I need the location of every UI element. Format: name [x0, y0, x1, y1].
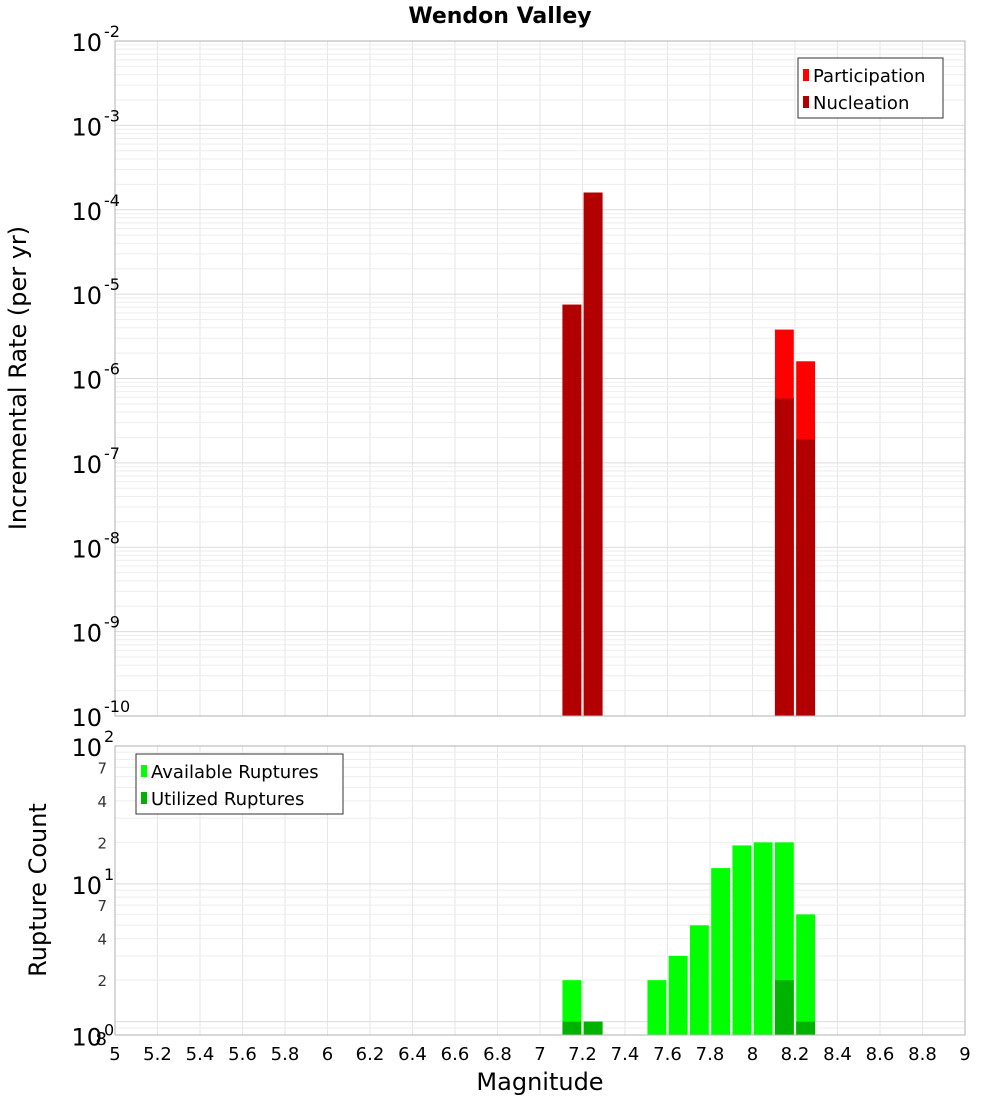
- x-tick-label: 6.4: [398, 1044, 427, 1065]
- top-y-tick-exponent: -8: [104, 528, 120, 547]
- top-legend: Participation Nucleation: [797, 57, 944, 119]
- available-ruptures-bar: [562, 980, 582, 1035]
- available-ruptures-bar: [732, 845, 752, 1035]
- top-plot-frame: [114, 40, 966, 717]
- available-ruptures-bar: [668, 955, 688, 1035]
- top-y-axis-ticks: 10-210-310-410-510-610-710-810-910-10: [71, 22, 130, 732]
- top-y-tick-exponent: -5: [104, 275, 120, 294]
- top-plot-bars: [562, 192, 816, 717]
- available-ruptures-bar: [689, 925, 709, 1035]
- x-tick-label: 7.6: [653, 1044, 682, 1065]
- x-tick-label: 9: [959, 1044, 970, 1065]
- legend-swatch: [803, 69, 809, 81]
- available-ruptures-bar: [647, 980, 667, 1035]
- x-axis-ticks: 5 5.2 5.4 5.6 5.8 6 6.2 6.4 6.6 6.8 7 7.2 7.4 7.6 7.8 8…: [109, 1044, 970, 1065]
- bottom-y-tick-label: 10: [71, 872, 102, 900]
- x-tick-label: 5.8: [271, 1044, 300, 1065]
- top-y-tick-exponent: -6: [104, 360, 120, 379]
- bottom-y-axis-label: Rupture Count: [24, 803, 52, 977]
- available-ruptures-bar: [711, 868, 731, 1035]
- bottom-y-tick-exponent: 0: [104, 1021, 114, 1040]
- utilized-ruptures-bar: [562, 1021, 582, 1035]
- top-y-axis-label: Incremental Rate (per yr): [4, 226, 32, 530]
- bottom-y-minor-tick-label: 4: [97, 931, 107, 949]
- top-y-tick-label: 10: [71, 704, 102, 732]
- top-y-tick-exponent: -7: [104, 444, 120, 463]
- top-y-tick-exponent: -3: [104, 106, 120, 125]
- x-tick-label: 6.2: [356, 1044, 385, 1065]
- legend-entry-label: Nucleation: [813, 93, 909, 114]
- x-tick-label: 8.6: [866, 1044, 895, 1065]
- nucleation-bar: [796, 439, 816, 716]
- available-ruptures-bar: [753, 842, 773, 1035]
- top-y-tick-exponent: -4: [104, 191, 120, 210]
- x-tick-label: 7.2: [568, 1044, 597, 1065]
- legend-swatch: [803, 96, 809, 108]
- x-tick-label: 8: [747, 1044, 758, 1065]
- bottom-y-tick-label: 10: [71, 1024, 102, 1052]
- nucleation-bar: [583, 192, 603, 717]
- bottom-y-minor-tick-label: 7: [97, 759, 107, 777]
- legend-box: [797, 57, 944, 119]
- top-y-tick-label: 10: [71, 535, 102, 563]
- x-tick-label: 5.2: [143, 1044, 172, 1065]
- bottom-plot-frame: [114, 745, 966, 1036]
- bottom-y-tick-label: 10: [71, 734, 102, 762]
- bottom-y-minor-tick-label: 2: [97, 972, 107, 990]
- x-tick-label: 7.4: [611, 1044, 640, 1065]
- bottom-legend: Available Ruptures Utilized Ruptures: [135, 753, 344, 815]
- x-tick-label: 8.2: [781, 1044, 810, 1065]
- x-tick-label: 8.8: [908, 1044, 937, 1065]
- x-tick-label: 7.8: [696, 1044, 725, 1065]
- top-y-tick-exponent: -2: [104, 22, 120, 41]
- x-axis-label: Magnitude: [476, 1068, 603, 1096]
- legend-box: [135, 753, 344, 815]
- legend-entry-label: Available Ruptures: [151, 762, 319, 783]
- chart-title: Wendon Valley: [408, 4, 591, 29]
- top-y-tick-label: 10: [71, 451, 102, 479]
- top-y-tick-exponent: -9: [104, 613, 120, 632]
- available-ruptures-bar: [796, 914, 816, 1035]
- bottom-y-minor-tick-label: 7: [97, 897, 107, 915]
- x-tick-label: 6.8: [483, 1044, 512, 1065]
- bottom-y-tick-exponent: 2: [104, 727, 114, 746]
- bottom-y-tick-exponent: 1: [104, 865, 114, 884]
- nucleation-bar: [562, 304, 582, 716]
- top-y-tick-label: 10: [71, 113, 102, 141]
- bottom-y-minor-tick-label: 2: [97, 834, 107, 852]
- legend-entry-label: Participation: [813, 66, 925, 87]
- top-plot-grid: [115, 41, 965, 717]
- bottom-y-minor-tick-label: 4: [97, 793, 107, 811]
- legend-swatch: [141, 765, 147, 777]
- legend-entry-label: Utilized Ruptures: [151, 789, 304, 810]
- nucleation-bar: [774, 398, 794, 716]
- utilized-ruptures-bar: [796, 1021, 816, 1035]
- x-tick-label: 8.4: [823, 1044, 852, 1065]
- bottom-plot-bars: [562, 842, 816, 1035]
- top-y-tick-exponent: -10: [104, 697, 130, 716]
- x-tick-label: 5.4: [186, 1044, 215, 1065]
- legend-swatch: [141, 792, 147, 804]
- top-y-tick-label: 10: [71, 282, 102, 310]
- x-tick-label: 5: [109, 1044, 120, 1065]
- top-y-tick-label: 10: [71, 620, 102, 648]
- top-y-tick-label: 10: [71, 198, 102, 226]
- top-y-tick-label: 10: [71, 367, 102, 395]
- bottom-y-minor-tick-label: 8: [96, 1029, 107, 1050]
- utilized-ruptures-bar: [583, 1021, 603, 1035]
- x-tick-label: 6: [322, 1044, 333, 1065]
- utilized-ruptures-bar: [774, 980, 794, 1035]
- top-y-tick-label: 10: [71, 29, 102, 57]
- x-tick-label: 7: [534, 1044, 545, 1065]
- x-tick-label: 6.6: [441, 1044, 470, 1065]
- x-tick-label: 5.6: [228, 1044, 257, 1065]
